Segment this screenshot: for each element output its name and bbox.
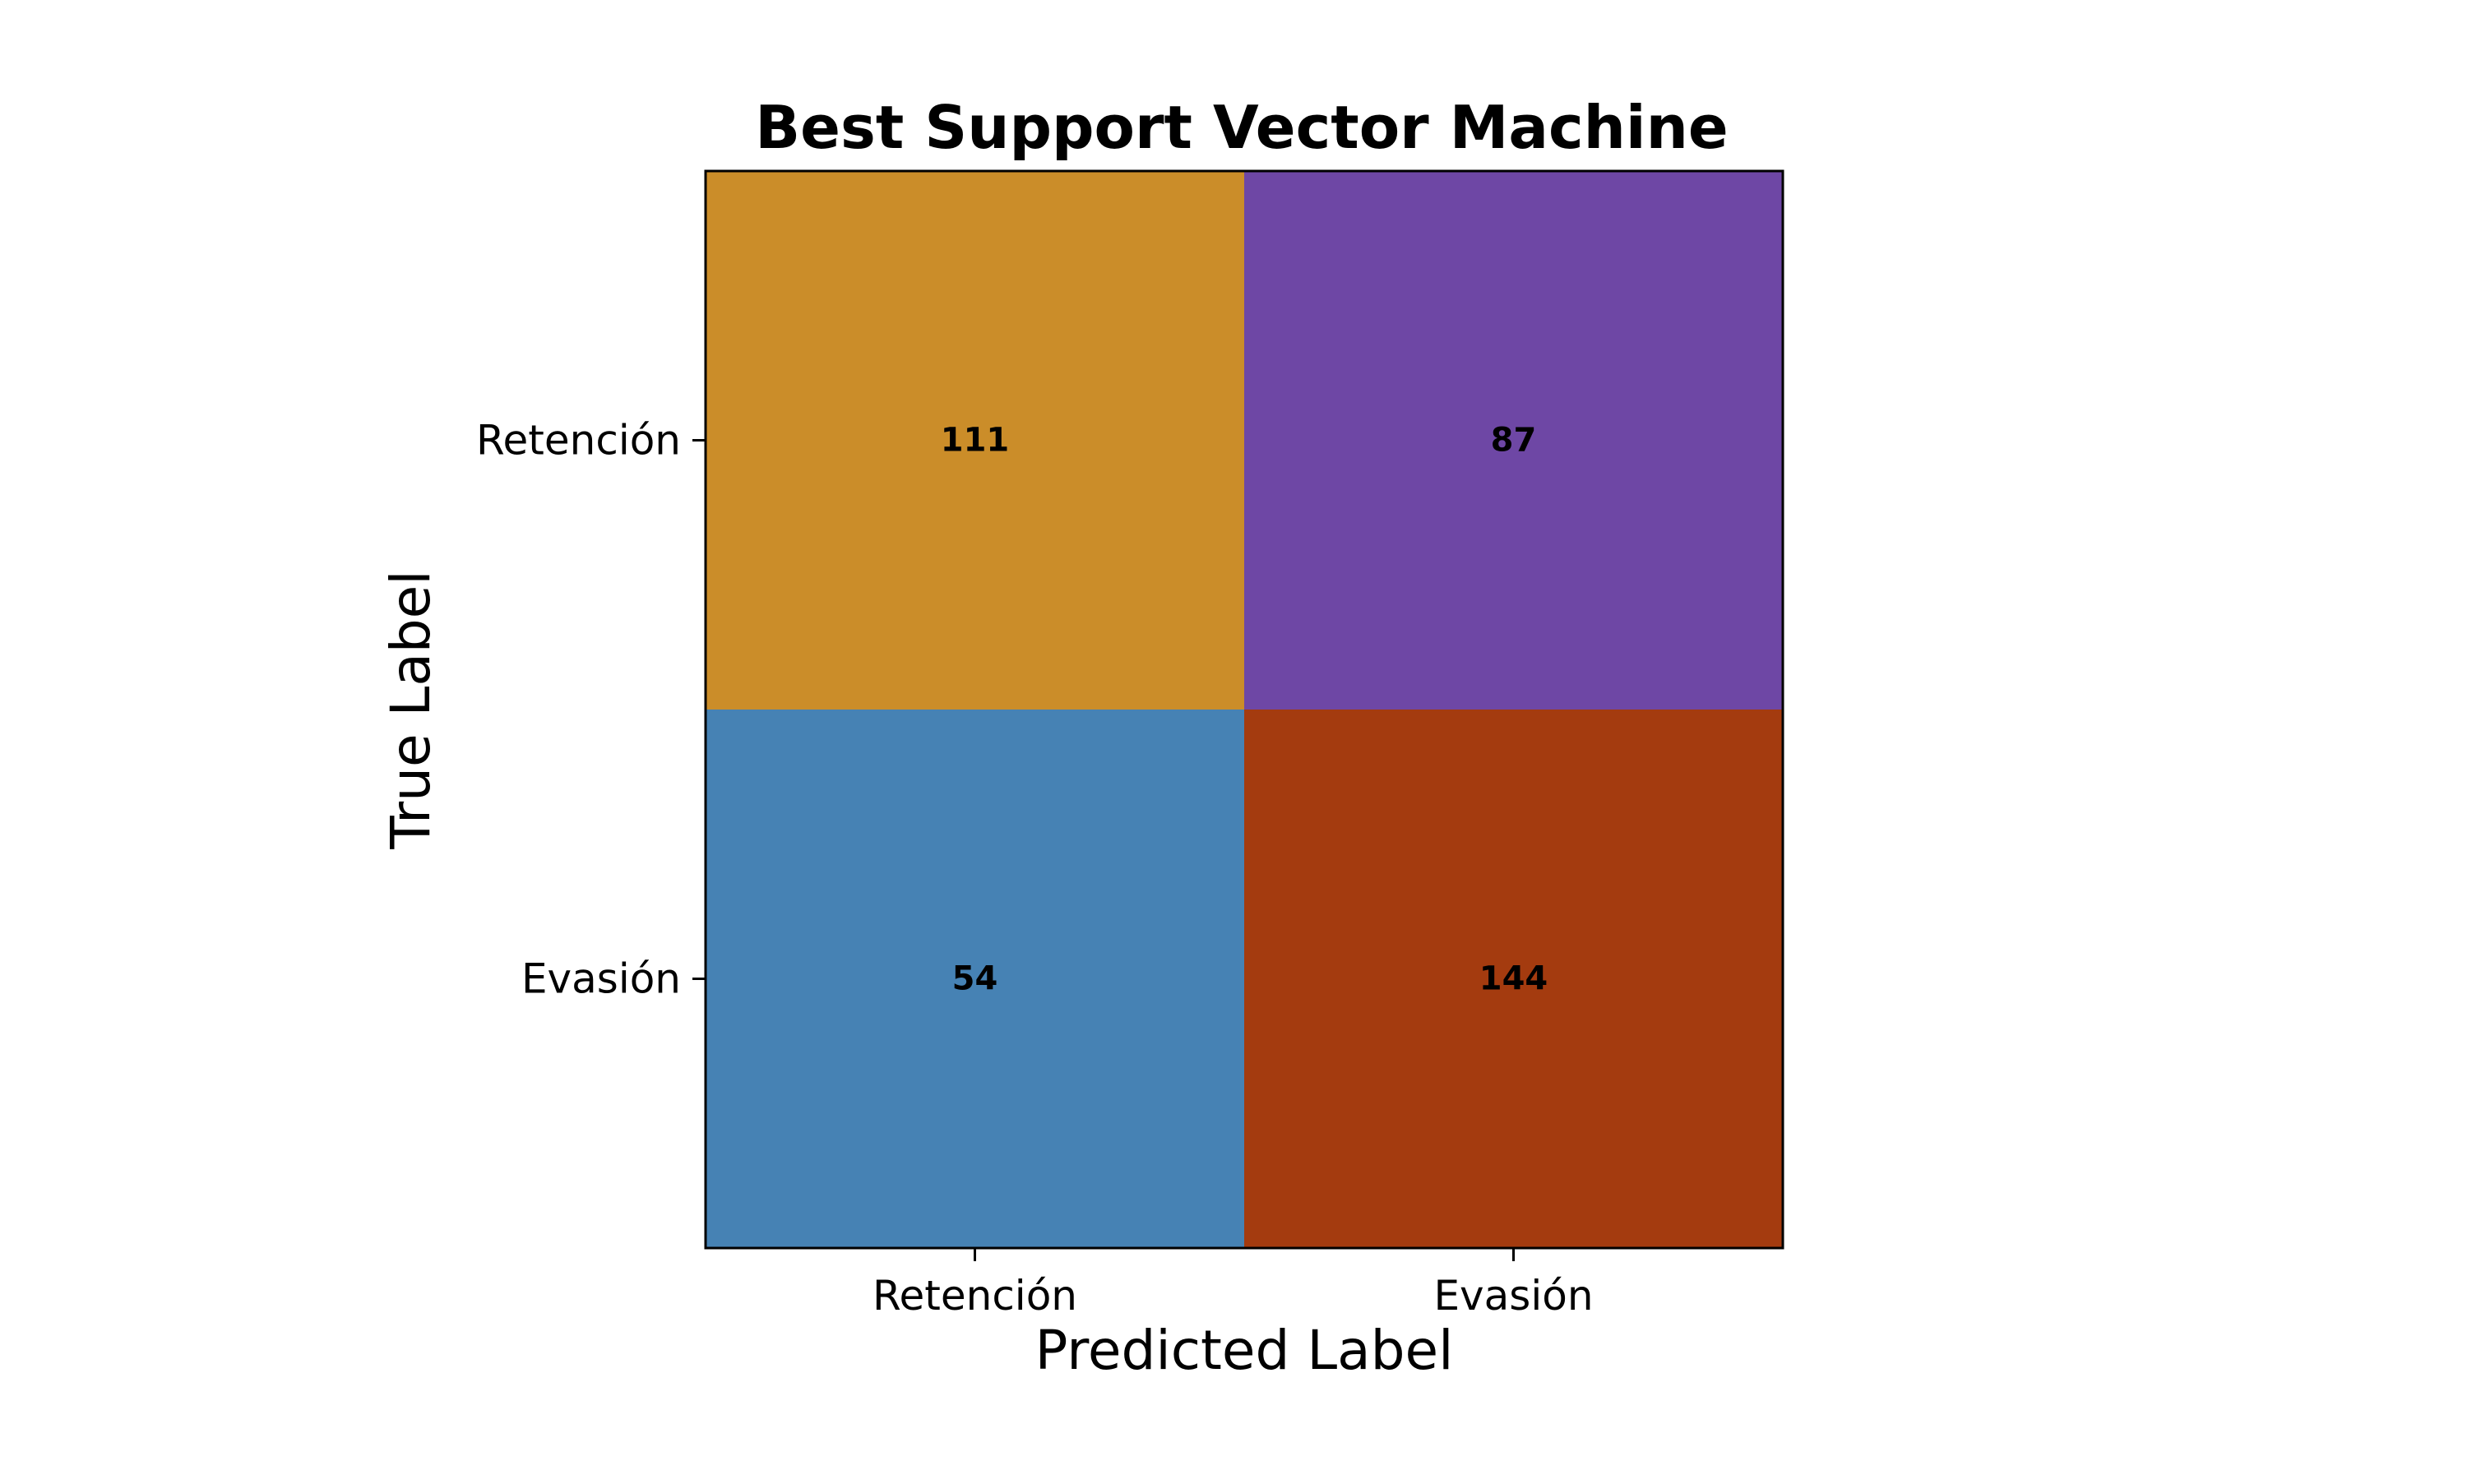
chart-title: Best Support Vector Machine: [755, 93, 1728, 162]
heatmap-cells: [706, 171, 1784, 1249]
x-axis-label: Predicted Label: [1035, 1319, 1454, 1382]
heatmap-cell: [1244, 710, 1784, 1249]
x-tick-label: Retención: [872, 1272, 1077, 1320]
x-axis-ticks: Retención Evasión: [872, 1248, 1594, 1320]
cell-value-label: 54: [952, 960, 998, 998]
cell-value-labels: 111 87 54 144: [941, 422, 1548, 998]
cell-value-label: 87: [1491, 422, 1537, 460]
y-axis-label: True Label: [379, 570, 442, 849]
y-tick-label: Evasión: [521, 955, 681, 1003]
plot-frame: [704, 169, 1784, 1250]
y-tick-label: Retención: [476, 417, 681, 465]
heatmap-cell: [706, 710, 1245, 1249]
cell-value-label: 111: [941, 422, 1010, 460]
heatmap-cell: [706, 171, 1245, 710]
cell-value-label: 144: [1479, 960, 1548, 998]
y-axis-ticks: Retención Evasión: [476, 417, 706, 1003]
heatmap-cell: [1244, 171, 1784, 710]
x-tick-label: Evasión: [1433, 1272, 1593, 1320]
